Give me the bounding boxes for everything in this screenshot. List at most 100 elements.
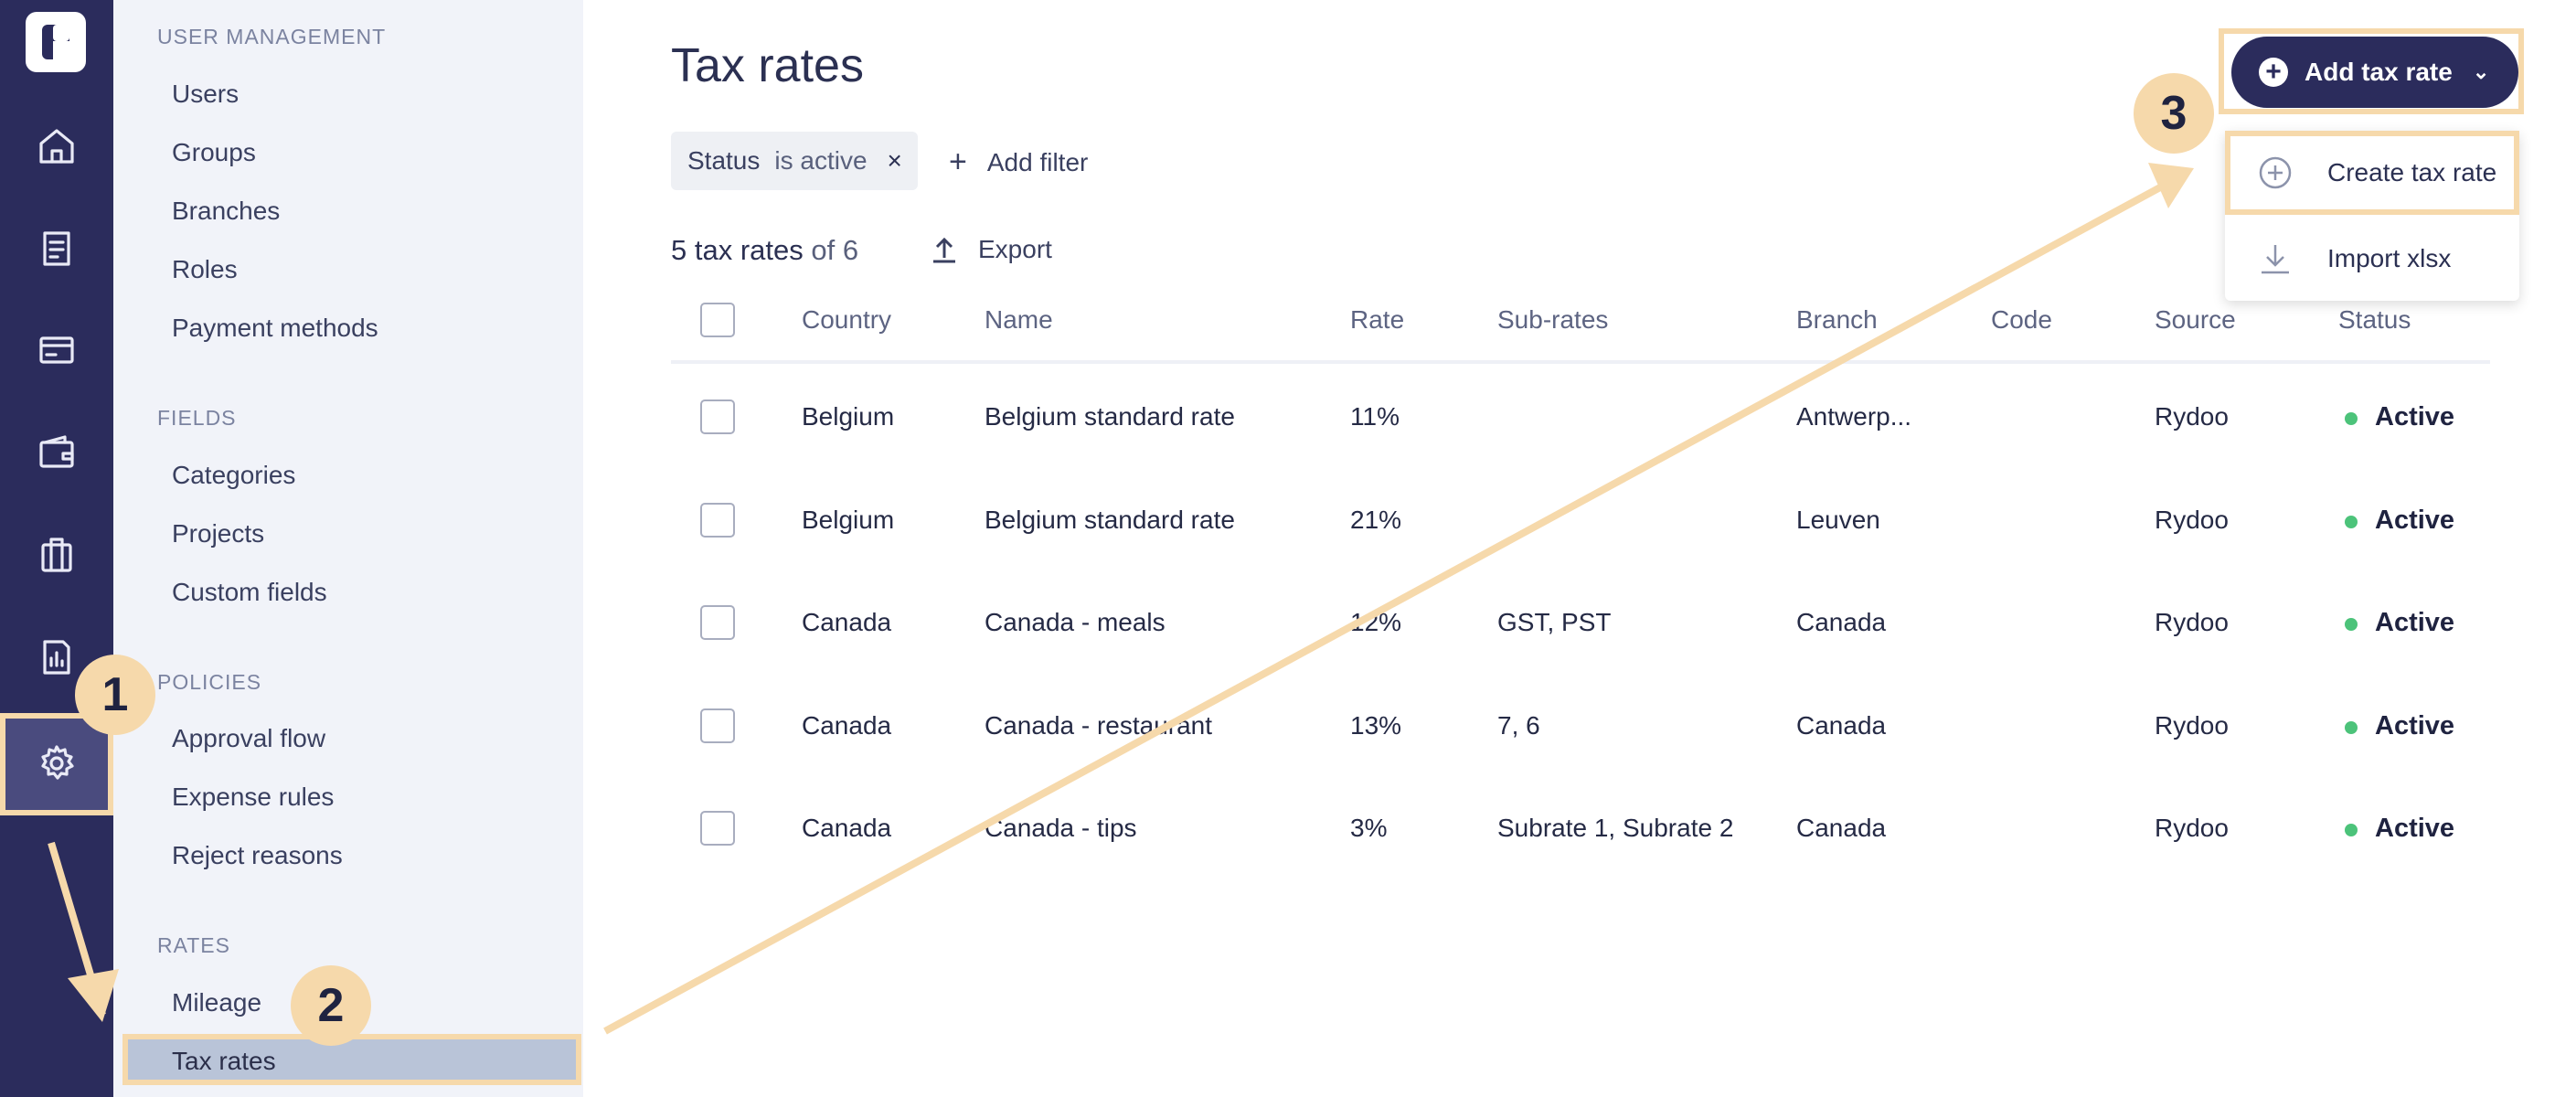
cell-source: Rydoo <box>2155 402 2229 431</box>
row-checkbox[interactable] <box>700 811 735 846</box>
sidebar-item-categories[interactable]: Categories <box>172 461 296 489</box>
briefcase-icon <box>41 538 72 572</box>
sidebar-item-tax-rates-label: Tax rates <box>172 1047 276 1075</box>
rail-cards[interactable] <box>0 300 113 400</box>
status-badge: Active <box>2375 608 2455 637</box>
select-all-checkbox[interactable] <box>700 303 735 337</box>
wallet-icon <box>39 435 74 468</box>
cell-source: Rydoo <box>2155 814 2229 842</box>
plus-icon: + <box>949 144 967 179</box>
menu-item-create-tax-rate[interactable]: Create tax rate <box>2225 136 2519 209</box>
sidebar-item-roles[interactable]: Roles <box>172 255 238 283</box>
cell-country: Belgium <box>802 402 895 431</box>
add-filter-label: Add filter <box>986 147 1089 176</box>
settings-highlight <box>0 713 113 815</box>
icon-rail <box>0 0 113 1097</box>
row-checkbox[interactable] <box>700 503 735 538</box>
status-dot-icon <box>2345 721 2358 734</box>
add-circle-icon <box>2259 156 2292 189</box>
rail-settings[interactable] <box>0 713 113 814</box>
cell-branch: Antwerp... <box>1796 402 1912 431</box>
cell-name: Canada - meals <box>985 608 1166 636</box>
cell-rate: 13% <box>1350 711 1402 740</box>
create-item-highlight <box>2225 131 2519 215</box>
cell-country: Canada <box>802 608 892 636</box>
menu-item-import-xlsx[interactable]: Import xlsx <box>2225 222 2519 295</box>
cell-source: Rydoo <box>2155 506 2229 534</box>
column-header-branch[interactable]: Branch <box>1796 305 1878 334</box>
logo-icon <box>42 25 69 59</box>
cell-source: Rydoo <box>2155 711 2229 740</box>
gear-icon <box>41 745 74 780</box>
report-icon <box>43 640 70 675</box>
export-button[interactable]: Export <box>929 234 1052 265</box>
app-logo[interactable] <box>26 12 86 72</box>
cell-name: Canada - restaurant <box>985 711 1213 740</box>
result-count-value: 5 tax rates <box>671 234 804 266</box>
cell-rate: 11% <box>1350 402 1400 431</box>
cell-country: Canada <box>802 814 892 842</box>
cell-branch: Canada <box>1796 814 1887 842</box>
add-tax-rate-label: Add tax rate <box>2305 58 2453 86</box>
rail-travel[interactable] <box>0 505 113 605</box>
table-header-divider <box>671 360 2490 364</box>
status-filter-chip[interactable]: Status is active × <box>671 132 918 190</box>
filter-key: Status <box>687 146 761 175</box>
sidebar-item-projects[interactable]: Projects <box>172 519 265 548</box>
rail-expenses[interactable] <box>0 198 113 299</box>
section-fields: FIELDS <box>157 406 237 430</box>
menu-item-import-label: Import xlsx <box>2327 244 2452 272</box>
add-tax-rate-button[interactable]: + Add tax rate ⌄ <box>2231 37 2518 108</box>
column-header-code[interactable]: Code <box>1991 305 2052 334</box>
cell-sub-rates: Subrate 1, Subrate 2 <box>1497 814 1734 842</box>
section-rates: RATES <box>157 933 230 957</box>
card-icon <box>39 336 74 364</box>
add-filter-button[interactable]: + Add filter <box>949 144 1088 180</box>
sidebar-item-branches[interactable]: Branches <box>172 197 281 225</box>
sidebar-item-users[interactable]: Users <box>172 80 240 108</box>
column-header-status[interactable]: Status <box>2338 305 2411 334</box>
cell-name: Canada - tips <box>985 814 1137 842</box>
status-badge: Active <box>2375 711 2455 740</box>
section-user-management: USER MANAGEMENT <box>157 25 387 48</box>
sidebar-item-groups[interactable]: Groups <box>172 138 256 166</box>
rail-wallet[interactable] <box>0 402 113 503</box>
column-header-source[interactable]: Source <box>2155 305 2236 334</box>
sidebar-item-payment-methods[interactable]: Payment methods <box>172 314 378 342</box>
cell-branch: Canada <box>1796 711 1887 740</box>
column-header-sub-rates[interactable]: Sub-rates <box>1497 305 1609 334</box>
column-header-rate[interactable]: Rate <box>1350 305 1405 334</box>
row-checkbox[interactable] <box>700 708 735 743</box>
step-badge-2: 2 <box>291 965 371 1046</box>
result-count: 5 tax rates of 6 <box>671 234 858 267</box>
cell-rate: 12% <box>1350 608 1402 636</box>
status-dot-icon <box>2345 516 2358 528</box>
sidebar-item-custom-fields[interactable]: Custom fields <box>172 578 327 606</box>
cell-sub-rates: 7, 6 <box>1497 711 1540 740</box>
remove-filter-icon[interactable]: × <box>887 146 902 175</box>
receipt-icon <box>43 231 70 266</box>
filter-value: is active <box>774 146 868 175</box>
status-badge: Active <box>2375 506 2455 535</box>
download-icon <box>2262 245 2289 274</box>
rail-home[interactable] <box>0 96 113 197</box>
plus-circle-icon: + <box>2259 58 2288 87</box>
cell-branch: Leuven <box>1796 506 1880 534</box>
cell-sub-rates: GST, PST <box>1497 608 1612 636</box>
sidebar-item-mileage[interactable]: Mileage <box>172 988 262 1017</box>
sidebar-item-expense-rules[interactable]: Expense rules <box>172 783 335 811</box>
chevron-down-icon: ⌄ <box>2472 60 2490 83</box>
sidebar-item-reject-reasons[interactable]: Reject reasons <box>172 841 343 869</box>
row-checkbox[interactable] <box>700 399 735 434</box>
status-dot-icon <box>2345 618 2358 631</box>
sidebar-item-tax-rates[interactable]: Tax rates <box>122 1034 581 1085</box>
column-header-country[interactable]: Country <box>802 305 892 334</box>
row-checkbox[interactable] <box>700 605 735 640</box>
cell-country: Canada <box>802 711 892 740</box>
rail-reports[interactable] <box>0 607 113 708</box>
add-button-highlight <box>2219 28 2524 114</box>
column-header-name[interactable]: Name <box>985 305 1053 334</box>
cell-rate: 3% <box>1350 814 1388 842</box>
sidebar-item-approval-flow[interactable]: Approval flow <box>172 724 326 752</box>
section-policies: POLICIES <box>157 670 262 694</box>
